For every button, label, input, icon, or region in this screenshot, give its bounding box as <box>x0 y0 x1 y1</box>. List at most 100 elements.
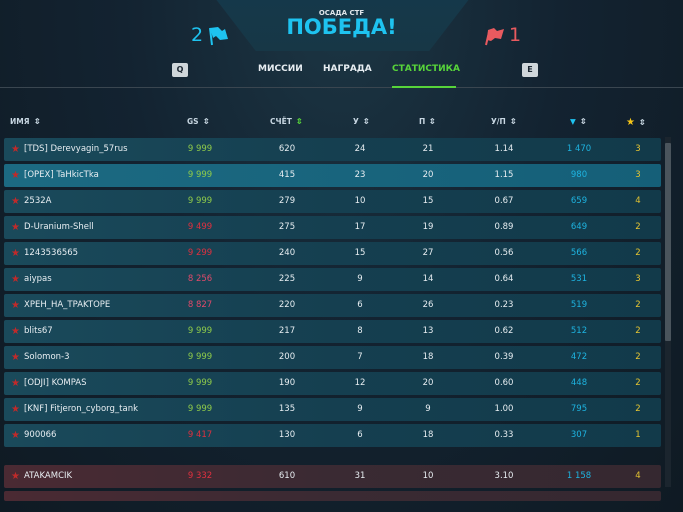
player-kills: 17 <box>354 222 366 232</box>
col-gs: GS <box>187 117 199 126</box>
tab-statistics[interactable]: СТАТИСТИКА <box>392 64 460 74</box>
player-deaths: 19 <box>422 222 434 232</box>
col-deaths: П <box>419 117 426 126</box>
table-row[interactable]: ★ Solomon-3 9 999 200 7 18 0.39 472 2 <box>4 346 661 369</box>
sort-diamonds[interactable]: ▼ ⇕ <box>570 117 587 126</box>
player-kd: 0.60 <box>494 378 514 388</box>
sort-icon: ⇕ <box>32 117 41 126</box>
sort-name[interactable]: ИМЯ ⇕ <box>10 117 41 126</box>
player-kills: 6 <box>357 430 363 440</box>
tank-rank-icon: ★ <box>11 144 20 155</box>
tank-rank-icon: ★ <box>11 352 20 363</box>
sort-kd[interactable]: У/П ⇕ <box>491 117 517 126</box>
player-gs: 9 999 <box>187 352 213 362</box>
table-row[interactable]: ★ [ODJI] KOMPAS 9 999 190 12 20 0.60 448 2 <box>4 372 661 395</box>
player-stars: 2 <box>635 222 641 232</box>
table-row[interactable]: ★ D-Uranium-Shell 9 499 275 17 19 0.89 649 2 <box>4 216 661 239</box>
table-row[interactable]: ★ XPEH_HA_TPAKTOPE 8 827 220 6 26 0.23 519 2 <box>4 294 661 317</box>
player-diamonds: 659 <box>570 196 588 206</box>
table-row[interactable]: ★ ATAKAMCIK 9 332 610 31 10 3.10 1 158 4 <box>4 465 661 488</box>
player-diamonds: 472 <box>570 352 588 362</box>
player-diamonds: 566 <box>570 248 588 258</box>
player-gs: 9 499 <box>187 222 213 232</box>
player-name: blits67 <box>24 326 53 336</box>
player-gs: 9 999 <box>187 404 213 414</box>
table-row[interactable]: ★ blits67 9 999 217 8 13 0.62 512 2 <box>4 320 661 343</box>
sort-icon: ⇕ <box>509 117 518 126</box>
table-row[interactable]: ★ [OPEX] TaHkicTka 9 999 415 23 20 1.15 980 3 <box>4 164 661 187</box>
enemy-score: 1 <box>509 24 522 46</box>
red-flag-icon <box>485 28 504 46</box>
table-row[interactable]: ★ [KNF] Fitjeron_cyborg_tank 9 999 135 9 9 1.0… <box>4 398 661 421</box>
result-title: ПОБЕДА! <box>286 15 397 39</box>
tank-rank-icon: ★ <box>11 274 20 285</box>
player-stars: 2 <box>635 248 641 258</box>
sort-icon: ⇕ <box>638 118 647 127</box>
game-mode: ОСАДА CTF <box>318 9 365 17</box>
tab-reward[interactable]: НАГРАДА <box>323 64 372 74</box>
player-kills: 24 <box>354 144 366 154</box>
player-kills: 7 <box>357 352 363 362</box>
player-deaths: 9 <box>425 404 431 414</box>
tank-rank-icon: ★ <box>11 170 20 181</box>
tank-rank-icon: ★ <box>11 404 20 415</box>
prev-tab-key[interactable]: Q <box>172 63 188 77</box>
table-row[interactable]: ★ 1243536565 9 299 240 15 27 0.56 566 2 <box>4 242 661 265</box>
table-row[interactable]: ★ aiypas 8 256 225 9 14 0.64 531 3 <box>4 268 661 291</box>
table-row[interactable]: ★ 2532A 9 999 279 10 15 0.67 659 4 <box>4 190 661 213</box>
player-deaths: 18 <box>422 352 434 362</box>
player-kd: 0.33 <box>494 430 514 440</box>
player-gs: 9 417 <box>187 430 213 440</box>
table-row-partial <box>4 491 661 501</box>
player-diamonds: 980 <box>570 170 588 180</box>
tab-missions[interactable]: МИССИИ <box>258 64 303 74</box>
sort-gs[interactable]: GS ⇕ <box>187 117 210 126</box>
sort-deaths[interactable]: П ⇕ <box>419 117 437 126</box>
player-gs: 9 332 <box>187 471 213 481</box>
player-deaths: 20 <box>422 170 434 180</box>
player-name: Solomon-3 <box>24 352 70 362</box>
player-gs: 9 999 <box>187 170 213 180</box>
player-stars: 2 <box>635 300 641 310</box>
player-kd: 0.64 <box>494 274 514 284</box>
player-kd: 0.39 <box>494 352 514 362</box>
player-stars: 2 <box>635 404 641 414</box>
sort-score[interactable]: СЧЁТ ⇕ <box>270 117 303 126</box>
player-kd: 0.67 <box>494 196 514 206</box>
tank-rank-icon: ★ <box>11 300 20 311</box>
sort-kills[interactable]: У ⇕ <box>353 117 370 126</box>
player-score: 135 <box>278 404 296 414</box>
player-kd: 1.00 <box>494 404 514 414</box>
player-score: 220 <box>278 300 296 310</box>
table-row[interactable]: ★ 900066 9 417 130 6 18 0.33 307 1 <box>4 424 661 447</box>
table-row[interactable]: ★ [TDS] Derevyagin_57rus 9 999 620 24 21 1.14 1… <box>4 138 661 161</box>
player-kd: 0.62 <box>494 326 514 336</box>
player-stars: 3 <box>635 170 641 180</box>
tank-rank-icon: ★ <box>11 196 20 207</box>
col-name: ИМЯ <box>10 117 30 126</box>
player-score: 275 <box>278 222 296 232</box>
player-stars: 3 <box>635 144 641 154</box>
player-kd: 1.14 <box>494 144 514 154</box>
col-kills: У <box>353 117 359 126</box>
player-kills: 12 <box>354 378 366 388</box>
sort-icon: ⇕ <box>201 117 210 126</box>
player-score: 225 <box>278 274 296 284</box>
player-diamonds: 519 <box>570 300 588 310</box>
player-deaths: 10 <box>422 471 434 481</box>
diamond-icon: ▼ <box>570 117 576 126</box>
player-score: 620 <box>278 144 296 154</box>
sort-icon: ⇕ <box>428 117 437 126</box>
next-tab-key[interactable]: E <box>522 63 538 77</box>
player-kills: 6 <box>357 300 363 310</box>
tank-rank-icon: ★ <box>11 471 20 482</box>
player-gs: 8 827 <box>187 300 213 310</box>
active-tab-indicator <box>392 86 456 88</box>
player-score: 610 <box>278 471 296 481</box>
player-score: 200 <box>278 352 296 362</box>
scrollbar-thumb[interactable] <box>665 143 671 341</box>
sort-stars[interactable]: ★ ⇕ <box>626 117 646 128</box>
sort-icon: ⇕ <box>362 117 371 126</box>
player-deaths: 13 <box>422 326 434 336</box>
player-diamonds: 795 <box>570 404 588 414</box>
